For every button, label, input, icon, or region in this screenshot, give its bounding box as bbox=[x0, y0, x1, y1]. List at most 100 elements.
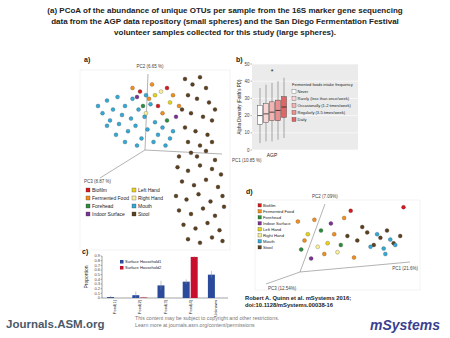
pc-axis bbox=[300, 204, 325, 272]
point bbox=[388, 238, 392, 242]
pc-axis bbox=[145, 74, 148, 150]
point bbox=[108, 118, 112, 122]
median bbox=[276, 110, 281, 111]
point bbox=[117, 122, 121, 126]
point bbox=[207, 100, 211, 104]
point bbox=[213, 158, 217, 162]
point bbox=[322, 252, 326, 256]
tick bbox=[251, 150, 253, 151]
point bbox=[378, 236, 382, 240]
point bbox=[150, 82, 154, 86]
point bbox=[177, 104, 181, 108]
tick bbox=[101, 265, 103, 266]
point bbox=[201, 115, 205, 119]
error-bar bbox=[110, 296, 111, 298]
point bbox=[96, 104, 100, 108]
legend-label: Never bbox=[298, 89, 309, 94]
point bbox=[342, 216, 346, 220]
point bbox=[186, 140, 190, 144]
point bbox=[134, 124, 138, 128]
logo-msystems: mSystems bbox=[370, 317, 440, 333]
category-label: Food(3) bbox=[163, 299, 168, 314]
point bbox=[156, 133, 160, 137]
point bbox=[349, 209, 353, 213]
point bbox=[385, 229, 389, 233]
tick-label: 50 bbox=[244, 62, 250, 67]
point bbox=[365, 230, 369, 234]
point bbox=[221, 194, 225, 198]
legend-swatch bbox=[258, 240, 261, 243]
point bbox=[189, 151, 193, 155]
point bbox=[111, 108, 115, 112]
tick bbox=[101, 256, 103, 257]
point bbox=[141, 104, 145, 108]
median bbox=[282, 107, 287, 108]
point bbox=[336, 250, 340, 254]
point bbox=[183, 126, 187, 130]
tick bbox=[251, 98, 253, 99]
point bbox=[219, 172, 223, 176]
error-bar bbox=[211, 271, 212, 278]
point bbox=[402, 205, 406, 209]
point bbox=[195, 154, 199, 158]
tick-label: 0.2 bbox=[94, 286, 100, 291]
point bbox=[383, 252, 387, 256]
point bbox=[210, 118, 214, 122]
bar bbox=[183, 282, 190, 298]
bars bbox=[107, 256, 219, 298]
legend-swatch bbox=[258, 216, 261, 219]
tick bbox=[251, 132, 253, 133]
point bbox=[171, 93, 175, 97]
category-label: Food(1) bbox=[112, 299, 117, 314]
point bbox=[135, 144, 139, 148]
point bbox=[180, 108, 184, 112]
y-axis bbox=[102, 256, 103, 298]
legend-swatch bbox=[86, 212, 90, 216]
point bbox=[177, 208, 181, 212]
point bbox=[161, 111, 165, 115]
figure: (a) PCoA of the abundance of unique OTUs… bbox=[0, 0, 450, 338]
legend-swatch bbox=[120, 266, 124, 270]
bar bbox=[216, 298, 223, 299]
point bbox=[174, 115, 178, 119]
legend-label: Mouth bbox=[138, 203, 152, 209]
tick-label: 0 bbox=[247, 148, 250, 153]
point bbox=[159, 90, 163, 94]
panel-label: c) bbox=[82, 248, 88, 256]
point bbox=[398, 234, 402, 238]
legend-label: Surface Household1 bbox=[125, 259, 162, 264]
tick bbox=[251, 64, 253, 65]
error-bar bbox=[161, 281, 162, 290]
legend-label: Stool bbox=[263, 245, 273, 250]
legend-swatch bbox=[292, 104, 296, 108]
legend-label: Right Hand bbox=[138, 195, 163, 201]
copyright: Learn more at journals.asm.org/content/p… bbox=[135, 322, 255, 328]
grid-line bbox=[252, 132, 358, 133]
legend-label: Stool bbox=[138, 211, 149, 217]
point bbox=[316, 245, 320, 249]
point bbox=[213, 214, 217, 218]
tick-label: 30 bbox=[244, 96, 250, 101]
point bbox=[222, 205, 226, 209]
bar bbox=[140, 297, 147, 298]
panel-label: a) bbox=[84, 56, 90, 64]
tick-label: 10 bbox=[244, 130, 250, 135]
point bbox=[171, 129, 175, 133]
legend-swatch bbox=[86, 204, 90, 208]
point bbox=[105, 99, 109, 103]
error-bar bbox=[186, 279, 187, 284]
axis-label: PC1 (21.6%) bbox=[392, 266, 418, 271]
legend-swatch bbox=[292, 118, 296, 122]
legend-label: Right Hand bbox=[263, 233, 285, 238]
point bbox=[312, 218, 316, 222]
median bbox=[258, 115, 263, 116]
tick-label: 0.6 bbox=[94, 267, 100, 272]
panel-label: b) bbox=[236, 56, 243, 64]
citation: doi:10.1128/mSystems.00038-16 bbox=[245, 302, 334, 308]
legend-label: Regularly (3-5 times/week) bbox=[298, 110, 346, 115]
title: volunteer samples collected for this stu… bbox=[114, 28, 336, 37]
point bbox=[105, 124, 109, 128]
point bbox=[137, 108, 141, 112]
point bbox=[204, 178, 208, 182]
point bbox=[129, 117, 133, 121]
